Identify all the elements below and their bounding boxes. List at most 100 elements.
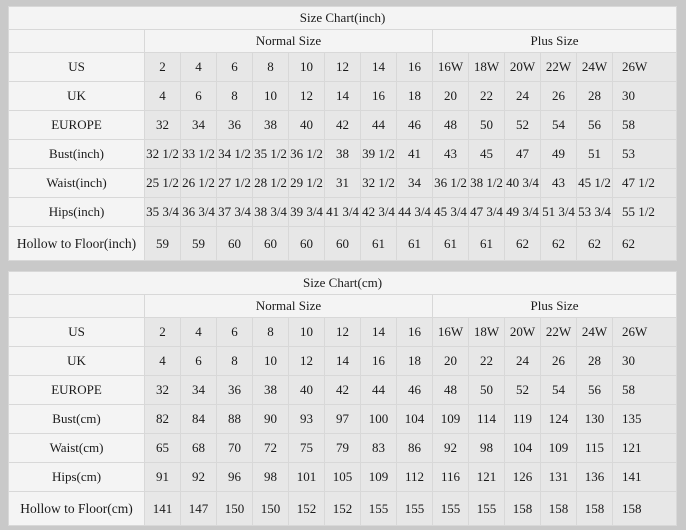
cell: 38 3/4 (252, 197, 289, 227)
chart-title: Size Chart(cm) (7, 271, 678, 295)
cell: 20 (432, 81, 469, 111)
cell: 44 (360, 375, 397, 405)
cell: 70 (216, 433, 253, 463)
cell: 38 (252, 110, 289, 140)
group-header-plus-size: Plus Size (431, 294, 678, 318)
cell: 40 (288, 110, 325, 140)
cell: 92 (180, 462, 217, 492)
cell: 158 (540, 491, 577, 526)
cell: 22W (540, 317, 577, 347)
cell: 4 (180, 317, 217, 347)
cell: 26 (540, 81, 577, 111)
cell: 4 (144, 81, 181, 111)
cell: 12 (324, 317, 361, 347)
cell: 38 1/2 (468, 168, 505, 198)
cell: 155 (432, 491, 469, 526)
cell: 98 (252, 462, 289, 492)
cell: 36 (216, 375, 253, 405)
cell: 42 (324, 375, 361, 405)
cell: 109 (432, 404, 469, 434)
cell: 60 (252, 226, 289, 261)
cell: 14 (324, 81, 361, 111)
cell: 42 3/4 (360, 197, 397, 227)
cell: 16W (432, 317, 469, 347)
cell: 49 (540, 139, 577, 169)
cell: 24 (504, 346, 541, 376)
row-label-hollow-to-floor-inch: Hollow to Floor(inch) (8, 226, 145, 261)
cell: 61 (396, 226, 433, 261)
cell: 44 3/4 (396, 197, 433, 227)
cell: 155 (360, 491, 397, 526)
cell: 26W (611, 317, 678, 347)
table-row: Waist(cm) 65 68 70 72 75 79 83 86 92 98 104 109 115 12… (8, 433, 678, 463)
cell: 104 (396, 404, 433, 434)
cell: 10 (288, 317, 325, 347)
row-label-uk: UK (8, 346, 145, 376)
cell: 92 (432, 433, 469, 463)
cell: 8 (216, 81, 253, 111)
row-label-hips-inch: Hips(inch) (8, 197, 145, 227)
table-row: Waist(inch) 25 1/2 26 1/2 27 1/2 28 1/2 29 1/… (8, 168, 678, 198)
table-row: Bust(inch) 32 1/2 33 1/2 34 1/2 35 1/2 36 1/2… (8, 139, 678, 169)
cell: 42 (324, 110, 361, 140)
cell: 16 (360, 346, 397, 376)
cell: 141 (144, 491, 181, 526)
size-chart-table-inch: Size Chart(inch) Normal Size Plus Size US 2 4… (7, 6, 678, 261)
cell: 79 (324, 433, 361, 463)
cell: 136 (576, 462, 613, 492)
cell: 105 (324, 462, 361, 492)
cell: 2 (144, 52, 181, 82)
group-header-normal-size: Normal Size (144, 29, 433, 53)
cell: 31 (324, 168, 361, 198)
cell: 61 (360, 226, 397, 261)
cell: 16 (396, 52, 433, 82)
group-header-plus-size: Plus Size (431, 29, 678, 53)
cell: 39 1/2 (360, 139, 397, 169)
row-label-waist-cm: Waist(cm) (8, 433, 145, 463)
cell: 58 (611, 375, 678, 405)
cell: 8 (252, 52, 289, 82)
cell: 61 (468, 226, 505, 261)
cell: 60 (216, 226, 253, 261)
size-chart-table-cm: Size Chart(cm) Normal Size Plus Size US 2 4 6 8… (7, 271, 678, 526)
cell: 147 (180, 491, 217, 526)
cell: 20W (504, 52, 541, 82)
table-row: UK 4 6 8 10 12 14 16 18 20 22 24 26 28 30 (8, 81, 678, 111)
cell: 32 1/2 (360, 168, 397, 198)
cell: 40 3/4 (504, 168, 541, 198)
row-label-us: US (8, 52, 145, 82)
table-row: Bust(cm) 82 84 88 90 93 97 100 104 109 114 119 124 13… (8, 404, 678, 434)
cell: 16 (360, 81, 397, 111)
cell: 158 (576, 491, 613, 526)
cell: 36 1/2 (432, 168, 469, 198)
cell: 48 (432, 110, 469, 140)
cell: 24 (504, 81, 541, 111)
cell: 155 (396, 491, 433, 526)
table-row: US 2 4 6 8 10 12 14 16 16W 18W 20W 22W 24W 26W (8, 52, 678, 82)
row-label-europe: EUROPE (8, 375, 145, 405)
cell: 8 (252, 317, 289, 347)
cell: 51 (576, 139, 613, 169)
row-label-europe: EUROPE (8, 110, 145, 140)
cell: 83 (360, 433, 397, 463)
cell: 44 (360, 110, 397, 140)
cell: 16 (396, 317, 433, 347)
cell: 121 (611, 433, 678, 463)
cell: 39 3/4 (288, 197, 325, 227)
cell: 135 (611, 404, 678, 434)
cell: 32 (144, 110, 181, 140)
row-label-hollow-to-floor-cm: Hollow to Floor(cm) (8, 491, 145, 526)
group-header-row: Normal Size Plus Size (8, 294, 678, 318)
cell: 37 3/4 (216, 197, 253, 227)
cell: 130 (576, 404, 613, 434)
cell: 46 (396, 375, 433, 405)
table-row: Hollow to Floor(cm) 141 147 150 150 152 152 155… (8, 491, 678, 526)
cell: 6 (216, 317, 253, 347)
cell: 10 (252, 346, 289, 376)
cell: 116 (432, 462, 469, 492)
cell: 47 1/2 (611, 168, 678, 198)
cell: 25 1/2 (144, 168, 181, 198)
cell: 60 (324, 226, 361, 261)
cell: 30 (611, 81, 678, 111)
cell: 45 1/2 (576, 168, 613, 198)
